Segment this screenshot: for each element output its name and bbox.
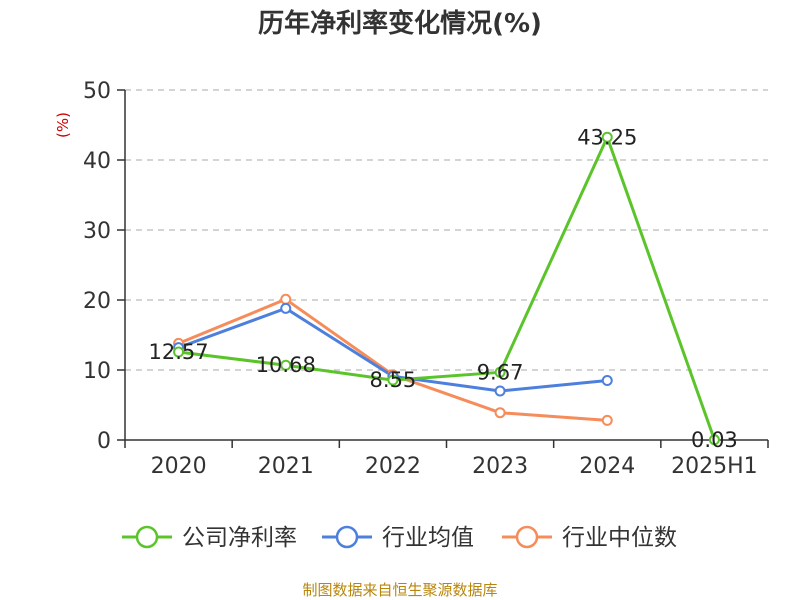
data-label: 8.55 bbox=[370, 368, 417, 392]
x-tick-label: 2022 bbox=[365, 454, 421, 479]
y-tick-label: 50 bbox=[83, 79, 111, 104]
x-tick-labels: 2020 2021 2022 2023 2024 2025H1 bbox=[151, 454, 758, 479]
x-tick-label: 2024 bbox=[579, 454, 635, 479]
data-label: 0.03 bbox=[691, 428, 738, 452]
x-tick-label: 2021 bbox=[258, 454, 314, 479]
series-line bbox=[178, 135, 716, 441]
data-point bbox=[494, 407, 506, 419]
x-tick-label: 2020 bbox=[151, 454, 207, 479]
data-point bbox=[280, 293, 292, 305]
y-axis-label: (%) bbox=[54, 112, 72, 138]
source-note: 制图数据来自恒生聚源数据库 bbox=[302, 581, 497, 599]
legend-label: 公司净利率 bbox=[182, 525, 297, 551]
y-tick-label: 0 bbox=[97, 429, 111, 454]
y-tick-label: 40 bbox=[83, 149, 111, 174]
data-point bbox=[280, 302, 292, 314]
grid-lines bbox=[125, 89, 768, 371]
legend-swatch-marker bbox=[135, 525, 159, 549]
x-tick-label: 2025H1 bbox=[671, 454, 758, 479]
data-labels: 12.57 10.68 8.55 9.67 43.25 0.03 bbox=[149, 125, 738, 452]
data-point bbox=[708, 434, 720, 446]
y-tick-label: 10 bbox=[83, 359, 111, 384]
data-point bbox=[173, 346, 185, 358]
data-label: 43.25 bbox=[577, 125, 637, 149]
data-point bbox=[601, 131, 613, 143]
series-lines bbox=[178, 135, 716, 441]
legend-label: 行业中位数 bbox=[562, 525, 677, 551]
data-point bbox=[494, 366, 506, 378]
series-points bbox=[173, 131, 720, 446]
axes bbox=[117, 89, 769, 448]
data-label: 10.68 bbox=[256, 353, 316, 377]
data-point bbox=[601, 375, 613, 386]
data-label: 12.57 bbox=[149, 340, 209, 364]
y-tick-labels: 0 10 20 30 40 50 bbox=[83, 79, 111, 454]
x-tick-label: 2023 bbox=[472, 454, 528, 479]
legend: 公司净利率 行业均值 行业中位数 bbox=[122, 525, 677, 551]
data-point bbox=[387, 374, 399, 386]
legend-swatch-marker bbox=[515, 525, 539, 549]
data-point bbox=[280, 359, 292, 371]
legend-swatch-marker bbox=[335, 525, 359, 549]
legend-label: 行业均值 bbox=[382, 525, 474, 551]
data-point bbox=[601, 414, 613, 426]
y-tick-label: 20 bbox=[83, 289, 111, 314]
y-tick-label: 30 bbox=[83, 219, 111, 244]
data-point bbox=[494, 385, 506, 397]
data-label: 9.67 bbox=[477, 360, 524, 384]
chart-title: 历年净利率变化情况(%) bbox=[258, 8, 542, 39]
